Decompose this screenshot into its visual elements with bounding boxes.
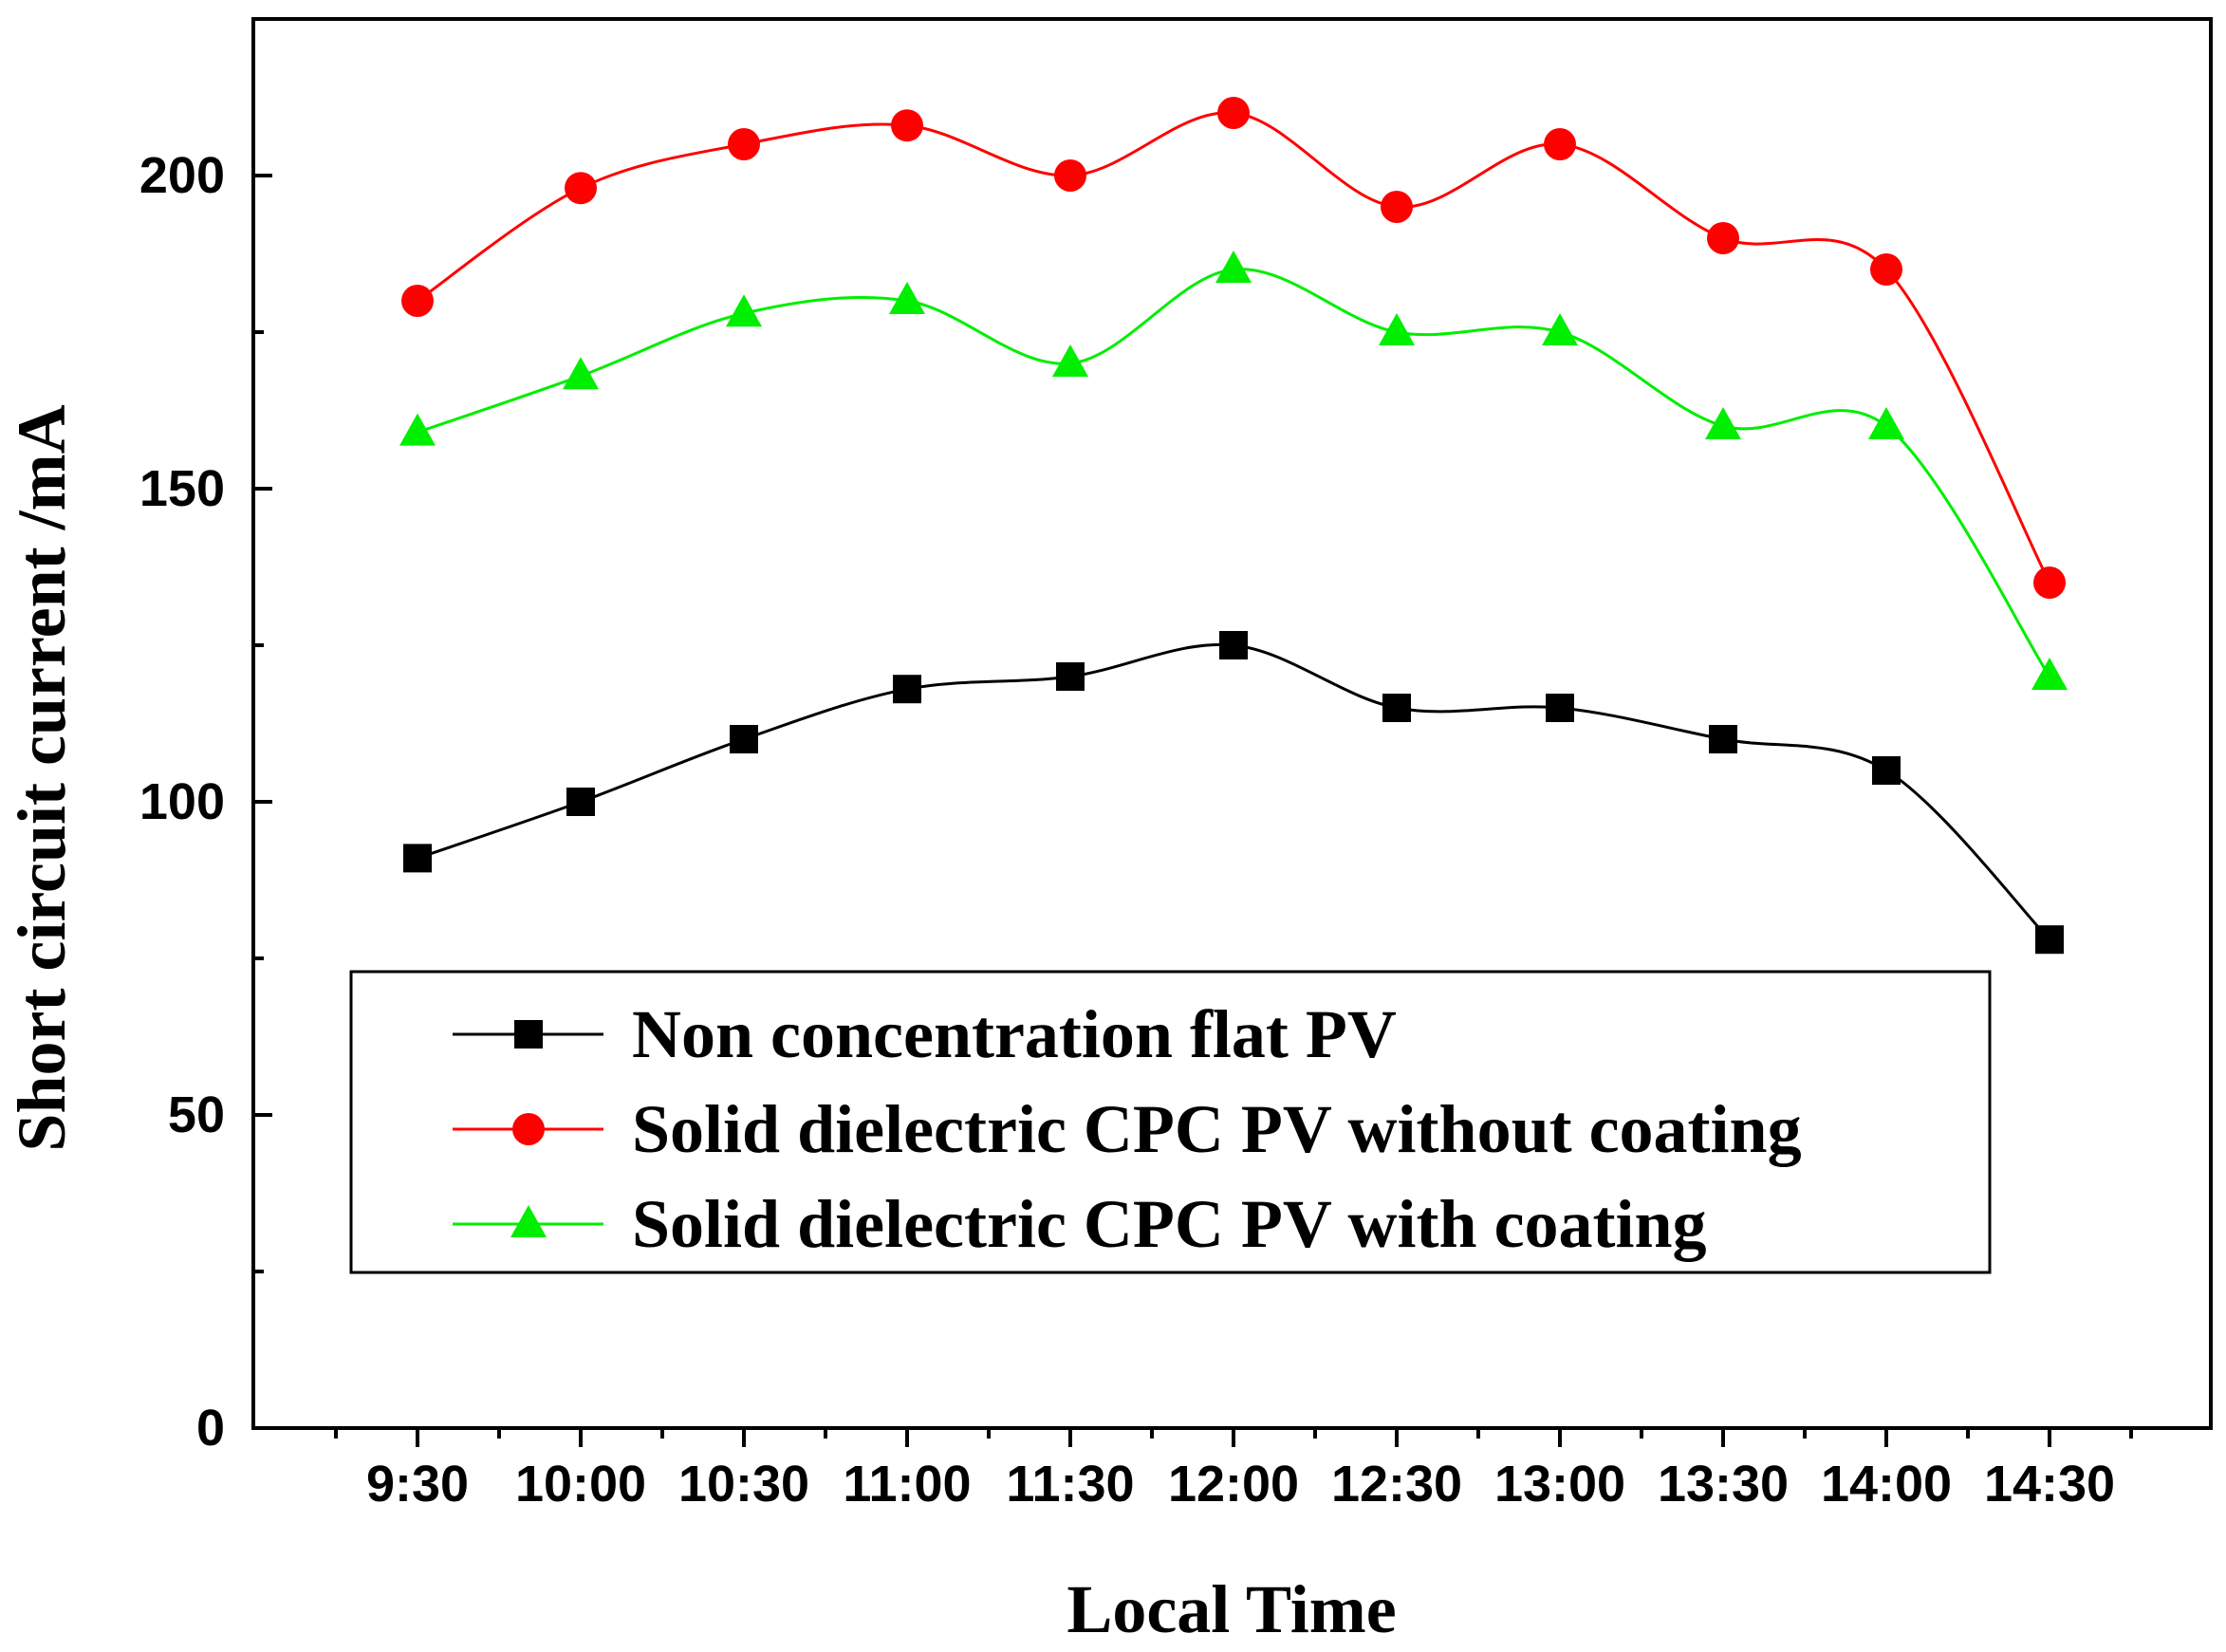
data-point: [565, 172, 597, 205]
x-tick-label: 11:30: [1006, 1456, 1134, 1513]
x-tick-label: 10:00: [515, 1456, 646, 1513]
y-tick-label: 50: [168, 1086, 225, 1143]
legend-entry: Solid dielectric CPC PV with coating: [453, 1186, 1707, 1262]
data-point: [1705, 407, 1741, 439]
legend-label: Solid dielectric CPC PV without coating: [632, 1091, 1802, 1167]
data-point: [1382, 694, 1411, 722]
data-point: [1217, 97, 1250, 129]
data-point: [730, 725, 758, 753]
x-tick-label: 13:30: [1658, 1456, 1789, 1513]
legend-box: [349, 970, 1992, 1274]
data-point: [1870, 253, 1902, 286]
y-axis-ticks: 0 50 100 150 200: [139, 147, 272, 1457]
legend-marker: [512, 1113, 545, 1145]
data-point: [1544, 128, 1576, 160]
x-tick-label: 14:00: [1821, 1456, 1952, 1513]
x-tick-label: 13:00: [1494, 1456, 1625, 1513]
x-tick-label: 9:30: [366, 1456, 469, 1513]
data-point: [728, 128, 760, 160]
data-point: [1546, 694, 1574, 722]
legend-entry: Solid dielectric CPC PV without coating: [453, 1091, 1802, 1167]
series-line: [417, 111, 2051, 584]
data-point: [1709, 725, 1737, 753]
series-2: [401, 97, 2066, 599]
data-point: [2031, 658, 2068, 690]
legend-marker: [510, 1205, 547, 1237]
data-point: [893, 675, 921, 704]
legend-label: Solid dielectric CPC PV with coating: [632, 1186, 1707, 1262]
x-axis-title: Local Time: [1067, 1571, 1396, 1647]
data-point: [1379, 313, 1415, 345]
legend-label: Non concentration flat PV: [632, 996, 1397, 1072]
legend-entry: Non concentration flat PV: [453, 996, 1397, 1072]
data-point: [1056, 662, 1085, 691]
x-tick-label: 10:30: [678, 1456, 809, 1513]
data-point: [399, 413, 436, 446]
data-point: [1219, 631, 1248, 659]
y-tick-label: 150: [139, 460, 225, 517]
x-tick-label: 12:00: [1168, 1456, 1299, 1513]
x-axis-ticks: 9:30 10:00 10:30 11:00 11:30 12:00 12:30 13:00 1…: [334, 1428, 2133, 1513]
y-axis-title: Short circuit current /mA: [4, 404, 80, 1151]
data-point: [2033, 566, 2066, 599]
data-point: [726, 294, 762, 327]
data-point: [1054, 159, 1086, 192]
data-point: [1542, 313, 1578, 345]
x-tick-label: 14:30: [1984, 1456, 2115, 1513]
y-tick-label: 200: [139, 147, 225, 204]
data-point: [1381, 191, 1413, 223]
data-point: [563, 357, 599, 390]
y-tick-label: 100: [139, 773, 225, 830]
data-point: [889, 282, 925, 314]
data-point: [1052, 344, 1088, 377]
data-point: [891, 109, 923, 142]
legend: Non concentration flat PV Solid dielectri…: [349, 970, 1992, 1274]
series-line: [417, 268, 2051, 678]
data-point: [1868, 407, 1904, 439]
series-3: [399, 251, 2068, 690]
x-tick-label: 11:00: [843, 1456, 971, 1513]
data-point: [566, 788, 595, 816]
x-tick-label: 12:30: [1331, 1456, 1462, 1513]
series-1: [403, 631, 2064, 955]
legend-marker: [514, 1020, 543, 1049]
data-point: [1872, 756, 1901, 785]
y-tick-label: 0: [196, 1400, 225, 1457]
legend-entries: Non concentration flat PV Solid dielectri…: [453, 996, 1802, 1262]
series-line: [417, 642, 2051, 941]
series-layer: [399, 97, 2068, 955]
data-point: [1215, 251, 1252, 283]
data-point: [1707, 222, 1739, 254]
data-point: [403, 844, 432, 873]
data-point: [2035, 925, 2064, 955]
data-point: [401, 285, 434, 317]
